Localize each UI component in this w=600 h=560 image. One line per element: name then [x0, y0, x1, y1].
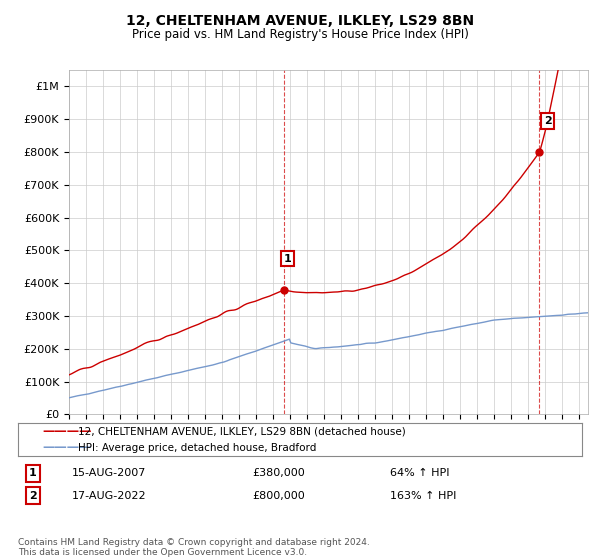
Text: 12, CHELTENHAM AVENUE, ILKLEY, LS29 8BN: 12, CHELTENHAM AVENUE, ILKLEY, LS29 8BN: [126, 14, 474, 28]
Text: Price paid vs. HM Land Registry's House Price Index (HPI): Price paid vs. HM Land Registry's House …: [131, 28, 469, 41]
Text: 1: 1: [283, 254, 291, 264]
Text: 17-AUG-2022: 17-AUG-2022: [72, 491, 146, 501]
Text: 12, CHELTENHAM AVENUE, ILKLEY, LS29 8BN (detached house): 12, CHELTENHAM AVENUE, ILKLEY, LS29 8BN …: [78, 426, 406, 436]
Text: £800,000: £800,000: [252, 491, 305, 501]
Text: £380,000: £380,000: [252, 468, 305, 478]
Text: 2: 2: [544, 116, 551, 126]
Text: 1: 1: [29, 468, 37, 478]
Text: 15-AUG-2007: 15-AUG-2007: [72, 468, 146, 478]
Text: HPI: Average price, detached house, Bradford: HPI: Average price, detached house, Brad…: [78, 443, 316, 453]
Text: ————: ————: [42, 441, 91, 455]
Text: 64% ↑ HPI: 64% ↑ HPI: [390, 468, 449, 478]
Text: ————: ————: [42, 424, 91, 438]
Text: 163% ↑ HPI: 163% ↑ HPI: [390, 491, 457, 501]
Text: Contains HM Land Registry data © Crown copyright and database right 2024.
This d: Contains HM Land Registry data © Crown c…: [18, 538, 370, 557]
Text: 2: 2: [29, 491, 37, 501]
